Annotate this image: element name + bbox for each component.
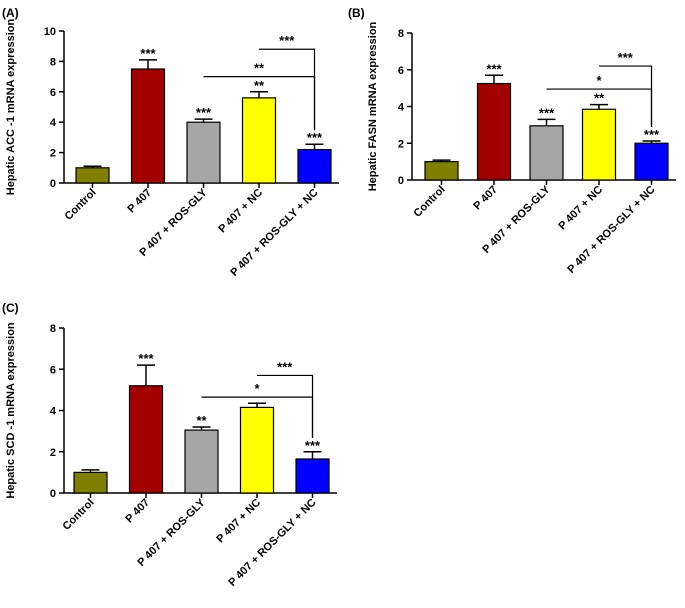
y-tick-label: 8 — [50, 323, 56, 335]
bracket-label: * — [254, 381, 260, 396]
y-tick-label: 0 — [50, 178, 56, 190]
bar — [184, 429, 219, 494]
y-tick-label: 4 — [50, 117, 57, 129]
y-tick-label: 6 — [398, 65, 404, 77]
y-tick-label: 8 — [50, 56, 56, 68]
significance-label: ** — [196, 413, 207, 428]
bar — [241, 97, 277, 184]
x-tick-label: P 407 + ROS-GLY + NC — [565, 184, 657, 276]
x-tick-label: P 407 — [471, 184, 500, 213]
bar — [130, 68, 166, 184]
significance-label: *** — [196, 105, 212, 120]
y-tick-label: 2 — [50, 447, 56, 459]
bar — [424, 161, 459, 181]
x-tick-label: P 407 + NC — [556, 184, 605, 233]
significance-label: *** — [307, 130, 323, 145]
significance-label: ** — [254, 78, 265, 93]
bar — [73, 471, 108, 494]
panel-label: (B) — [348, 6, 365, 20]
y-axis-label: Hepatic ACC -1 mRNA expression — [5, 18, 17, 195]
bar — [186, 121, 221, 184]
x-tick-label: P 407 — [123, 497, 152, 526]
bar — [581, 108, 617, 181]
y-tick-label: 4 — [398, 102, 405, 114]
panel-label: (A) — [2, 6, 19, 20]
bracket-label: *** — [618, 50, 634, 65]
comparison-bracket — [257, 374, 314, 438]
significance-label: *** — [644, 127, 660, 142]
bracket-label: *** — [277, 359, 293, 374]
chart-panel-2: (B)Hepatic FASN mRNA expression 0 2 4 6 8 Cont… — [348, 6, 676, 276]
x-tick-label: Control — [411, 184, 447, 220]
bracket-label: ** — [254, 61, 265, 76]
x-tick-label: Control — [60, 497, 96, 533]
significance-label: *** — [138, 351, 154, 366]
comparison-bracket — [599, 65, 653, 128]
bar — [297, 148, 332, 184]
y-tick-label: 2 — [398, 138, 404, 150]
y-tick-label: 0 — [50, 488, 56, 500]
chart-panel-3: (C) Hepatic SCD -1 mRNA expression 0 2 4 6 8 Co… — [2, 301, 337, 589]
bracket-label: *** — [279, 33, 295, 48]
x-tick-label: Control — [62, 187, 98, 223]
bar — [476, 82, 512, 181]
significance-label: *** — [539, 105, 555, 120]
y-tick-label: 8 — [398, 28, 404, 40]
y-tick-label: 4 — [50, 406, 57, 418]
significance-label: *** — [486, 61, 502, 76]
y-tick-label: 2 — [50, 148, 56, 160]
significance-label: ** — [594, 91, 605, 106]
bracket-label: * — [596, 73, 602, 88]
bar — [239, 406, 275, 494]
bar — [295, 458, 330, 494]
x-tick-label: P 407 + NC — [216, 187, 265, 236]
x-tick-label: P 407 + NC — [214, 497, 263, 546]
bar — [128, 385, 164, 494]
chart-panel-1: (A)Hepatic ACC -1 mRNA expression 0 2 4 6 8 10… — [2, 6, 339, 279]
bar — [75, 167, 110, 184]
x-tick-label: P 407 — [125, 187, 154, 216]
y-tick-label: 6 — [50, 87, 56, 99]
bar — [529, 125, 564, 181]
y-tick-label: 0 — [398, 175, 404, 187]
significance-label: *** — [305, 438, 321, 453]
significance-label: *** — [140, 46, 156, 61]
bar — [634, 142, 669, 181]
y-tick-label: 6 — [50, 364, 56, 376]
y-tick-label: 10 — [44, 26, 56, 38]
comparison-bracket — [259, 48, 316, 131]
panel-label: (C) — [2, 301, 19, 315]
y-axis-label: Hepatic SCD -1 mRNA expression — [5, 322, 17, 499]
y-axis-label: Hepatic FASN mRNA expression — [367, 21, 379, 191]
